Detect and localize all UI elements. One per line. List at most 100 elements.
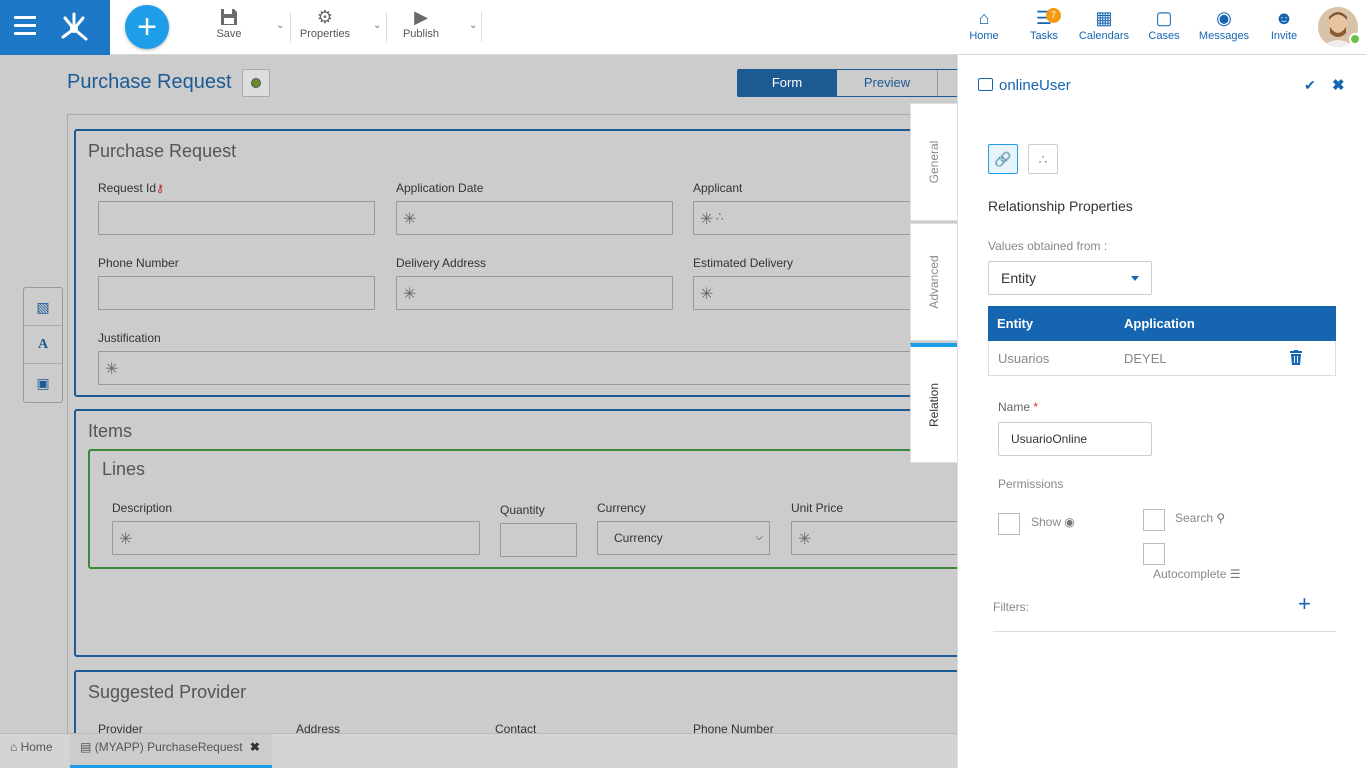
- tab-form[interactable]: Form: [738, 70, 836, 96]
- field-box-icon: [978, 78, 993, 91]
- link-icon: 🔗: [994, 151, 1012, 167]
- asterisk-icon: ✳: [403, 286, 417, 303]
- search-checkbox[interactable]: [1143, 509, 1165, 531]
- status-dot-icon: [251, 78, 261, 88]
- save-button[interactable]: Save: [205, 6, 253, 48]
- asterisk-icon: ✳: [700, 211, 714, 228]
- link-relation-button[interactable]: 🔗: [988, 144, 1018, 174]
- gear-icon: ⚙: [316, 7, 334, 27]
- relation-icon: ∴: [716, 210, 724, 224]
- table-row[interactable]: Usuarios DEYEL: [988, 341, 1336, 376]
- delivery-address-label: Delivery Address: [396, 256, 487, 270]
- properties-button[interactable]: ⚙ Properties: [296, 6, 354, 48]
- panel-title: onlineUser: [978, 77, 1071, 94]
- currency-select[interactable]: Currency ⌵: [597, 521, 770, 555]
- justification-field[interactable]: ✳: [98, 351, 957, 385]
- confirm-check-icon[interactable]: ✔: [1304, 77, 1316, 93]
- nav-cases[interactable]: ▢ Cases: [1144, 6, 1184, 48]
- section-purchase-request[interactable]: Purchase Request Request Id⚷ Application…: [74, 129, 957, 397]
- autocomplete-label: Autocomplete ☰: [1153, 567, 1241, 581]
- show-label: Show ◉: [1031, 515, 1075, 529]
- trash-icon[interactable]: [1290, 350, 1302, 365]
- asterisk-icon: ✳: [403, 211, 417, 228]
- asterisk-icon: ✳: [105, 361, 119, 378]
- name-label: Name *: [998, 400, 1039, 414]
- cube-icon[interactable]: ▣: [36, 375, 50, 391]
- tab-more[interactable]: [937, 70, 957, 96]
- avatar[interactable]: [1318, 7, 1358, 47]
- phone-number-label: Phone Number: [98, 256, 179, 270]
- permissions-label: Permissions: [998, 477, 1064, 491]
- entity-cell: Usuarios: [998, 351, 1050, 366]
- bottom-tab-home[interactable]: ⌂ Home: [10, 740, 53, 754]
- nav-home[interactable]: ⌂ Home: [964, 6, 1004, 48]
- divider: [993, 631, 1336, 632]
- tab-advanced[interactable]: Advanced: [910, 223, 957, 341]
- provider-label: Provider: [98, 722, 143, 733]
- form-canvas: Purchase Request Request Id⚷ Application…: [67, 114, 957, 733]
- values-source-select[interactable]: Entity: [988, 261, 1152, 295]
- autocomplete-checkbox[interactable]: [1143, 543, 1165, 565]
- request-id-field[interactable]: [98, 201, 375, 235]
- nav-invite[interactable]: ☻ Invite: [1264, 6, 1304, 48]
- currency-label: Currency: [597, 501, 646, 515]
- section-suggested-provider[interactable]: Suggested Provider Provider Address Cont…: [74, 670, 957, 733]
- menu-icon[interactable]: [14, 16, 36, 38]
- publish-dropdown-chevron-icon[interactable]: ⌄: [469, 20, 478, 31]
- cases-icon: ▢: [1155, 8, 1173, 28]
- caret-down-icon: [1131, 276, 1139, 281]
- asterisk-icon: ✳: [700, 286, 714, 303]
- section-items[interactable]: Items Lines Description ✳ Quantity Curre…: [74, 409, 957, 657]
- applicant-label: Applicant: [693, 181, 743, 195]
- asterisk-icon: ✳: [798, 531, 812, 548]
- close-tab-icon: ✖: [249, 740, 260, 754]
- plus-icon: +: [137, 8, 157, 46]
- calendar-icon: ▦: [1095, 8, 1113, 28]
- add-button[interactable]: +: [125, 5, 169, 49]
- phone-number-field[interactable]: [98, 276, 375, 310]
- relation-graph-button[interactable]: ∴: [1028, 144, 1058, 174]
- save-icon: [205, 6, 253, 28]
- home-icon: ⌂: [10, 740, 18, 754]
- section-title: Items: [88, 421, 133, 441]
- subsection-lines[interactable]: Lines Description ✳ Quantity Currency Cu…: [88, 449, 957, 569]
- contact-label: Contact: [495, 722, 537, 733]
- tab-relation[interactable]: Relation: [910, 343, 957, 463]
- entity-column-header: Entity: [997, 316, 1034, 331]
- tab-preview[interactable]: Preview: [836, 70, 937, 96]
- delivery-address-field[interactable]: ✳: [396, 276, 673, 310]
- eye-icon: ◉: [1064, 515, 1075, 529]
- name-input[interactable]: UsuarioOnline: [998, 422, 1152, 456]
- nav-tasks[interactable]: ☰ 7 Tasks: [1024, 6, 1064, 48]
- search-label: Search ⚲: [1175, 511, 1226, 525]
- document-icon: ▤: [80, 740, 92, 754]
- entity-table: Entity Application Usuarios DEYEL: [988, 306, 1336, 376]
- save-dropdown-chevron-icon[interactable]: ⌄: [276, 20, 285, 31]
- tab-general[interactable]: General: [910, 103, 957, 221]
- bottom-tab-purchase-request[interactable]: ▤ (MYAPP) PurchaseRequest ✖: [70, 734, 272, 768]
- close-icon[interactable]: ✖: [1332, 77, 1345, 94]
- properties-dropdown-chevron-icon[interactable]: ⌄: [373, 20, 382, 31]
- publish-button[interactable]: ▶ Publish: [398, 6, 444, 48]
- section-title: Purchase Request: [88, 141, 237, 161]
- laptop-icon[interactable]: ▧: [24, 288, 62, 326]
- description-field[interactable]: ✳: [112, 521, 480, 555]
- add-filter-plus-icon[interactable]: +: [1298, 591, 1311, 616]
- asterisk-icon: ✳: [119, 531, 133, 548]
- unit-price-field[interactable]: ✳: [791, 521, 957, 555]
- application-date-field[interactable]: ✳: [396, 201, 673, 235]
- unit-price-label: Unit Price: [791, 501, 844, 515]
- status-indicator-button[interactable]: [242, 69, 270, 97]
- brand-area: [0, 0, 110, 55]
- text-font-icon[interactable]: A: [24, 326, 62, 364]
- request-id-label: Request Id⚷: [98, 181, 165, 195]
- quantity-field[interactable]: [500, 523, 577, 557]
- show-checkbox[interactable]: [998, 513, 1020, 535]
- nav-messages[interactable]: ◉ Messages: [1196, 6, 1252, 48]
- application-cell: DEYEL: [1124, 351, 1167, 366]
- invite-user-icon: ☻: [1274, 8, 1294, 28]
- bottom-tab-bar: ⌂ Home ▤ (MYAPP) PurchaseRequest ✖: [0, 733, 957, 768]
- nav-calendars[interactable]: ▦ Calendars: [1076, 6, 1132, 48]
- logo-icon[interactable]: [56, 9, 92, 45]
- play-icon: ▶: [414, 7, 428, 27]
